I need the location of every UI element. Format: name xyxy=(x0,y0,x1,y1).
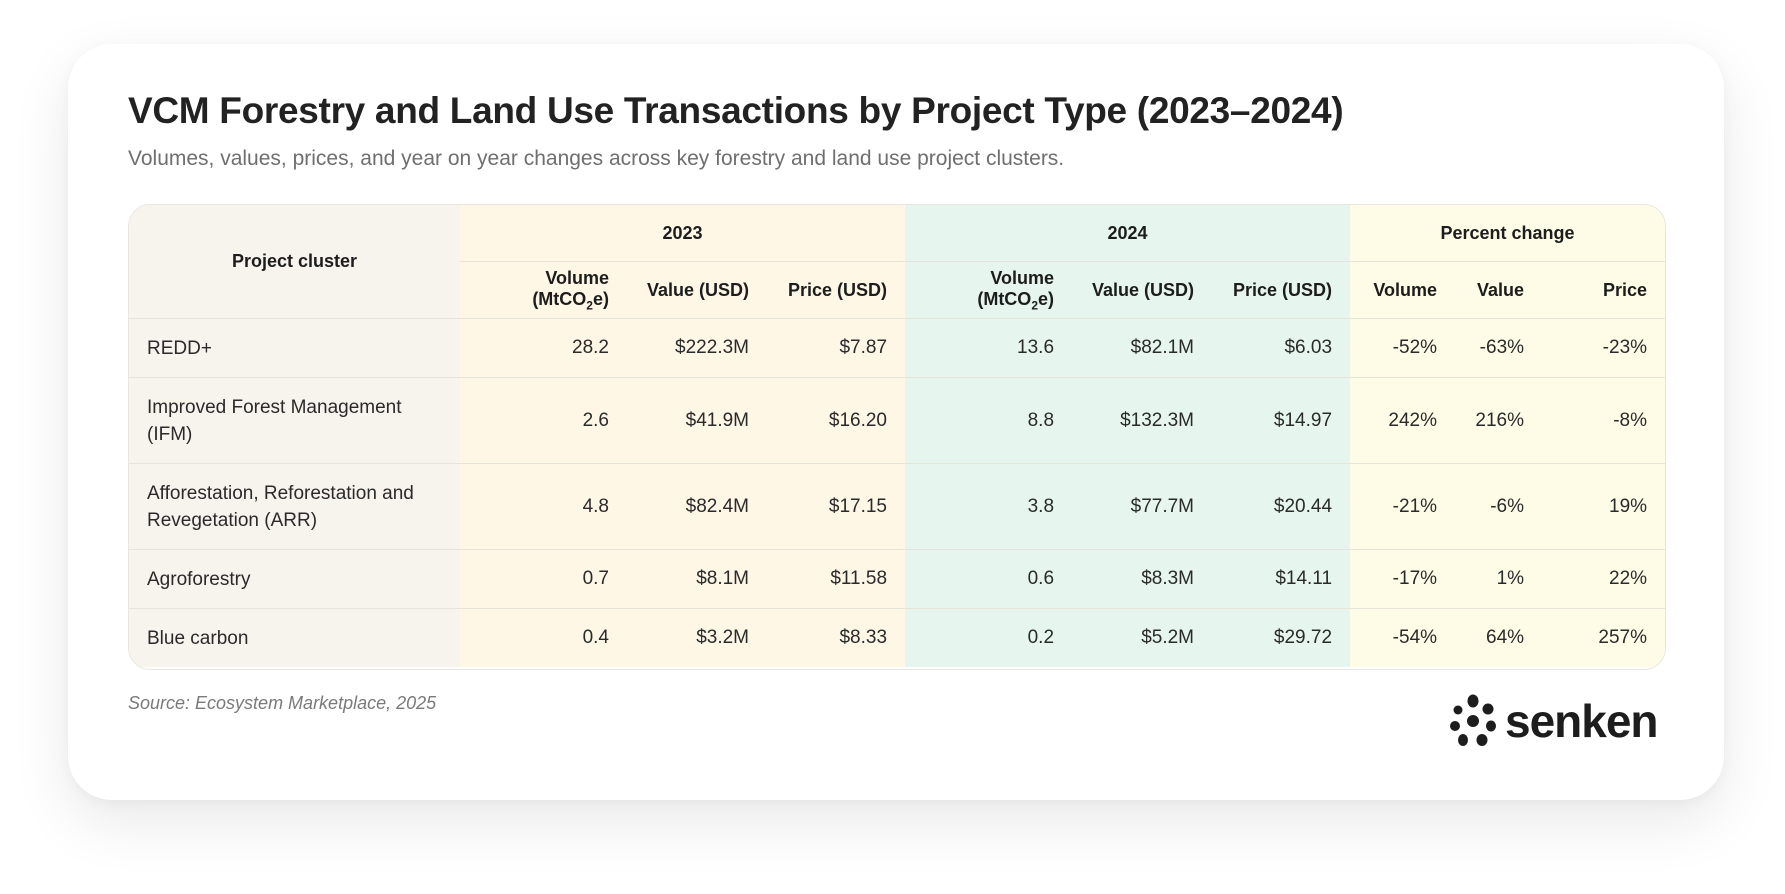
cell-project: Blue carbon xyxy=(129,608,460,667)
cell-pct-volume: -17% xyxy=(1350,549,1456,609)
header-pct-price: Price xyxy=(1542,261,1665,319)
header-2023-volume-suffix: e) xyxy=(592,288,609,309)
cell-pct-price: -8% xyxy=(1542,377,1665,464)
cell-pct-value: 216% xyxy=(1455,377,1543,464)
cell-pct-volume: -54% xyxy=(1350,608,1456,667)
header-2023-value: Value (USD) xyxy=(627,261,767,319)
cell-2024-price: $6.03 xyxy=(1212,318,1351,378)
cell-2024-price: $29.72 xyxy=(1212,608,1351,667)
cell-2023-value: $82.4M xyxy=(627,463,767,550)
cell-2023-value: $3.2M xyxy=(627,608,767,667)
cell-2024-value: $132.3M xyxy=(1072,377,1213,464)
data-table-container: Project cluster 2023 2024 Percent change… xyxy=(128,204,1666,670)
header-group-2024: 2024 xyxy=(905,205,1351,262)
chart-card: VCM Forestry and Land Use Transactions b… xyxy=(68,44,1724,800)
cell-2024-volume: 0.2 xyxy=(905,608,1073,667)
header-2023-volume-sub: 2 xyxy=(586,298,593,313)
table-row: Agroforestry 0.7 $8.1M $11.58 0.6 $8.3M … xyxy=(129,549,1665,609)
page-title: VCM Forestry and Land Use Transactions b… xyxy=(128,90,1344,131)
header-group-2023: 2023 xyxy=(460,205,906,262)
senken-wordmark: senken xyxy=(1505,695,1659,747)
cell-2024-price: $14.11 xyxy=(1212,549,1351,609)
cell-2024-volume: 0.6 xyxy=(905,549,1073,609)
table-row: Blue carbon 0.4 $3.2M $8.33 0.2 $5.2M $2… xyxy=(129,608,1665,667)
cell-pct-volume: -21% xyxy=(1350,463,1456,550)
header-pct-volume: Volume xyxy=(1350,261,1456,319)
cell-project: Improved Forest Management (IFM) xyxy=(129,377,460,464)
source-note: Source: Ecosystem Marketplace, 2025 xyxy=(128,693,437,713)
cell-project: Agroforestry xyxy=(129,549,460,609)
cell-pct-value: 64% xyxy=(1455,608,1543,667)
header-group-percent-change: Percent change xyxy=(1350,205,1665,262)
transactions-table: Project cluster 2023 2024 Percent change… xyxy=(129,205,1665,667)
header-pct-value: Value xyxy=(1455,261,1543,319)
table-row: REDD+ 28.2 $222.3M $7.87 13.6 $82.1M $6.… xyxy=(129,318,1665,378)
cell-2023-volume: 0.4 xyxy=(460,608,627,667)
cell-pct-value: 1% xyxy=(1455,549,1543,609)
senken-logo: senken xyxy=(1449,693,1659,749)
cell-2023-price: $17.15 xyxy=(767,463,906,550)
header-2024-volume-prefix: Volume (MtCO xyxy=(977,267,1055,309)
cell-2023-volume: 2.6 xyxy=(460,377,627,464)
cell-pct-price: 19% xyxy=(1542,463,1665,550)
header-2024-volume: Volume (MtCO2e) xyxy=(905,261,1073,319)
cell-pct-price: -23% xyxy=(1542,318,1665,378)
cell-2023-volume: 28.2 xyxy=(460,318,627,378)
cell-2024-volume: 3.8 xyxy=(905,463,1073,550)
header-2024-price: Price (USD) xyxy=(1212,261,1351,319)
cell-2024-value: $82.1M xyxy=(1072,318,1213,378)
header-2024-volume-sub: 2 xyxy=(1031,298,1038,313)
cell-2024-price: $14.97 xyxy=(1212,377,1351,464)
cell-pct-volume: 242% xyxy=(1350,377,1456,464)
cell-pct-value: -63% xyxy=(1455,318,1543,378)
cell-pct-volume: -52% xyxy=(1350,318,1456,378)
header-2024-value: Value (USD) xyxy=(1072,261,1213,319)
cell-2024-volume: 13.6 xyxy=(905,318,1073,378)
senken-flower-icon xyxy=(1450,694,1496,746)
cell-project: Afforestation, Reforestation and Reveget… xyxy=(129,463,460,550)
cell-2023-price: $7.87 xyxy=(767,318,906,378)
header-2023-volume: Volume (MtCO2e) xyxy=(460,261,627,319)
cell-2023-value: $222.3M xyxy=(627,318,767,378)
cell-2023-price: $11.58 xyxy=(767,549,906,609)
cell-2023-volume: 0.7 xyxy=(460,549,627,609)
cell-2023-value: $8.1M xyxy=(627,549,767,609)
header-2023-price: Price (USD) xyxy=(767,261,906,319)
header-project-cluster: Project cluster xyxy=(129,205,460,319)
cell-2024-price: $20.44 xyxy=(1212,463,1351,550)
cell-project: REDD+ xyxy=(129,318,460,378)
cell-2024-value: $5.2M xyxy=(1072,608,1213,667)
cell-2024-volume: 8.8 xyxy=(905,377,1073,464)
header-2024-volume-suffix: e) xyxy=(1038,288,1055,309)
cell-pct-value: -6% xyxy=(1455,463,1543,550)
cell-2024-value: $8.3M xyxy=(1072,549,1213,609)
cell-2023-price: $16.20 xyxy=(767,377,906,464)
cell-pct-price: 257% xyxy=(1542,608,1665,667)
cell-2024-value: $77.7M xyxy=(1072,463,1213,550)
cell-2023-value: $41.9M xyxy=(627,377,767,464)
cell-2023-price: $8.33 xyxy=(767,608,906,667)
table-row: Improved Forest Management (IFM) 2.6 $41… xyxy=(129,377,1665,464)
header-2023-volume-prefix: Volume (MtCO xyxy=(532,267,609,309)
page-subtitle: Volumes, values, prices, and year on yea… xyxy=(128,147,1065,170)
cell-pct-price: 22% xyxy=(1542,549,1665,609)
cell-2023-volume: 4.8 xyxy=(460,463,627,550)
table-row: Afforestation, Reforestation and Reveget… xyxy=(129,463,1665,550)
